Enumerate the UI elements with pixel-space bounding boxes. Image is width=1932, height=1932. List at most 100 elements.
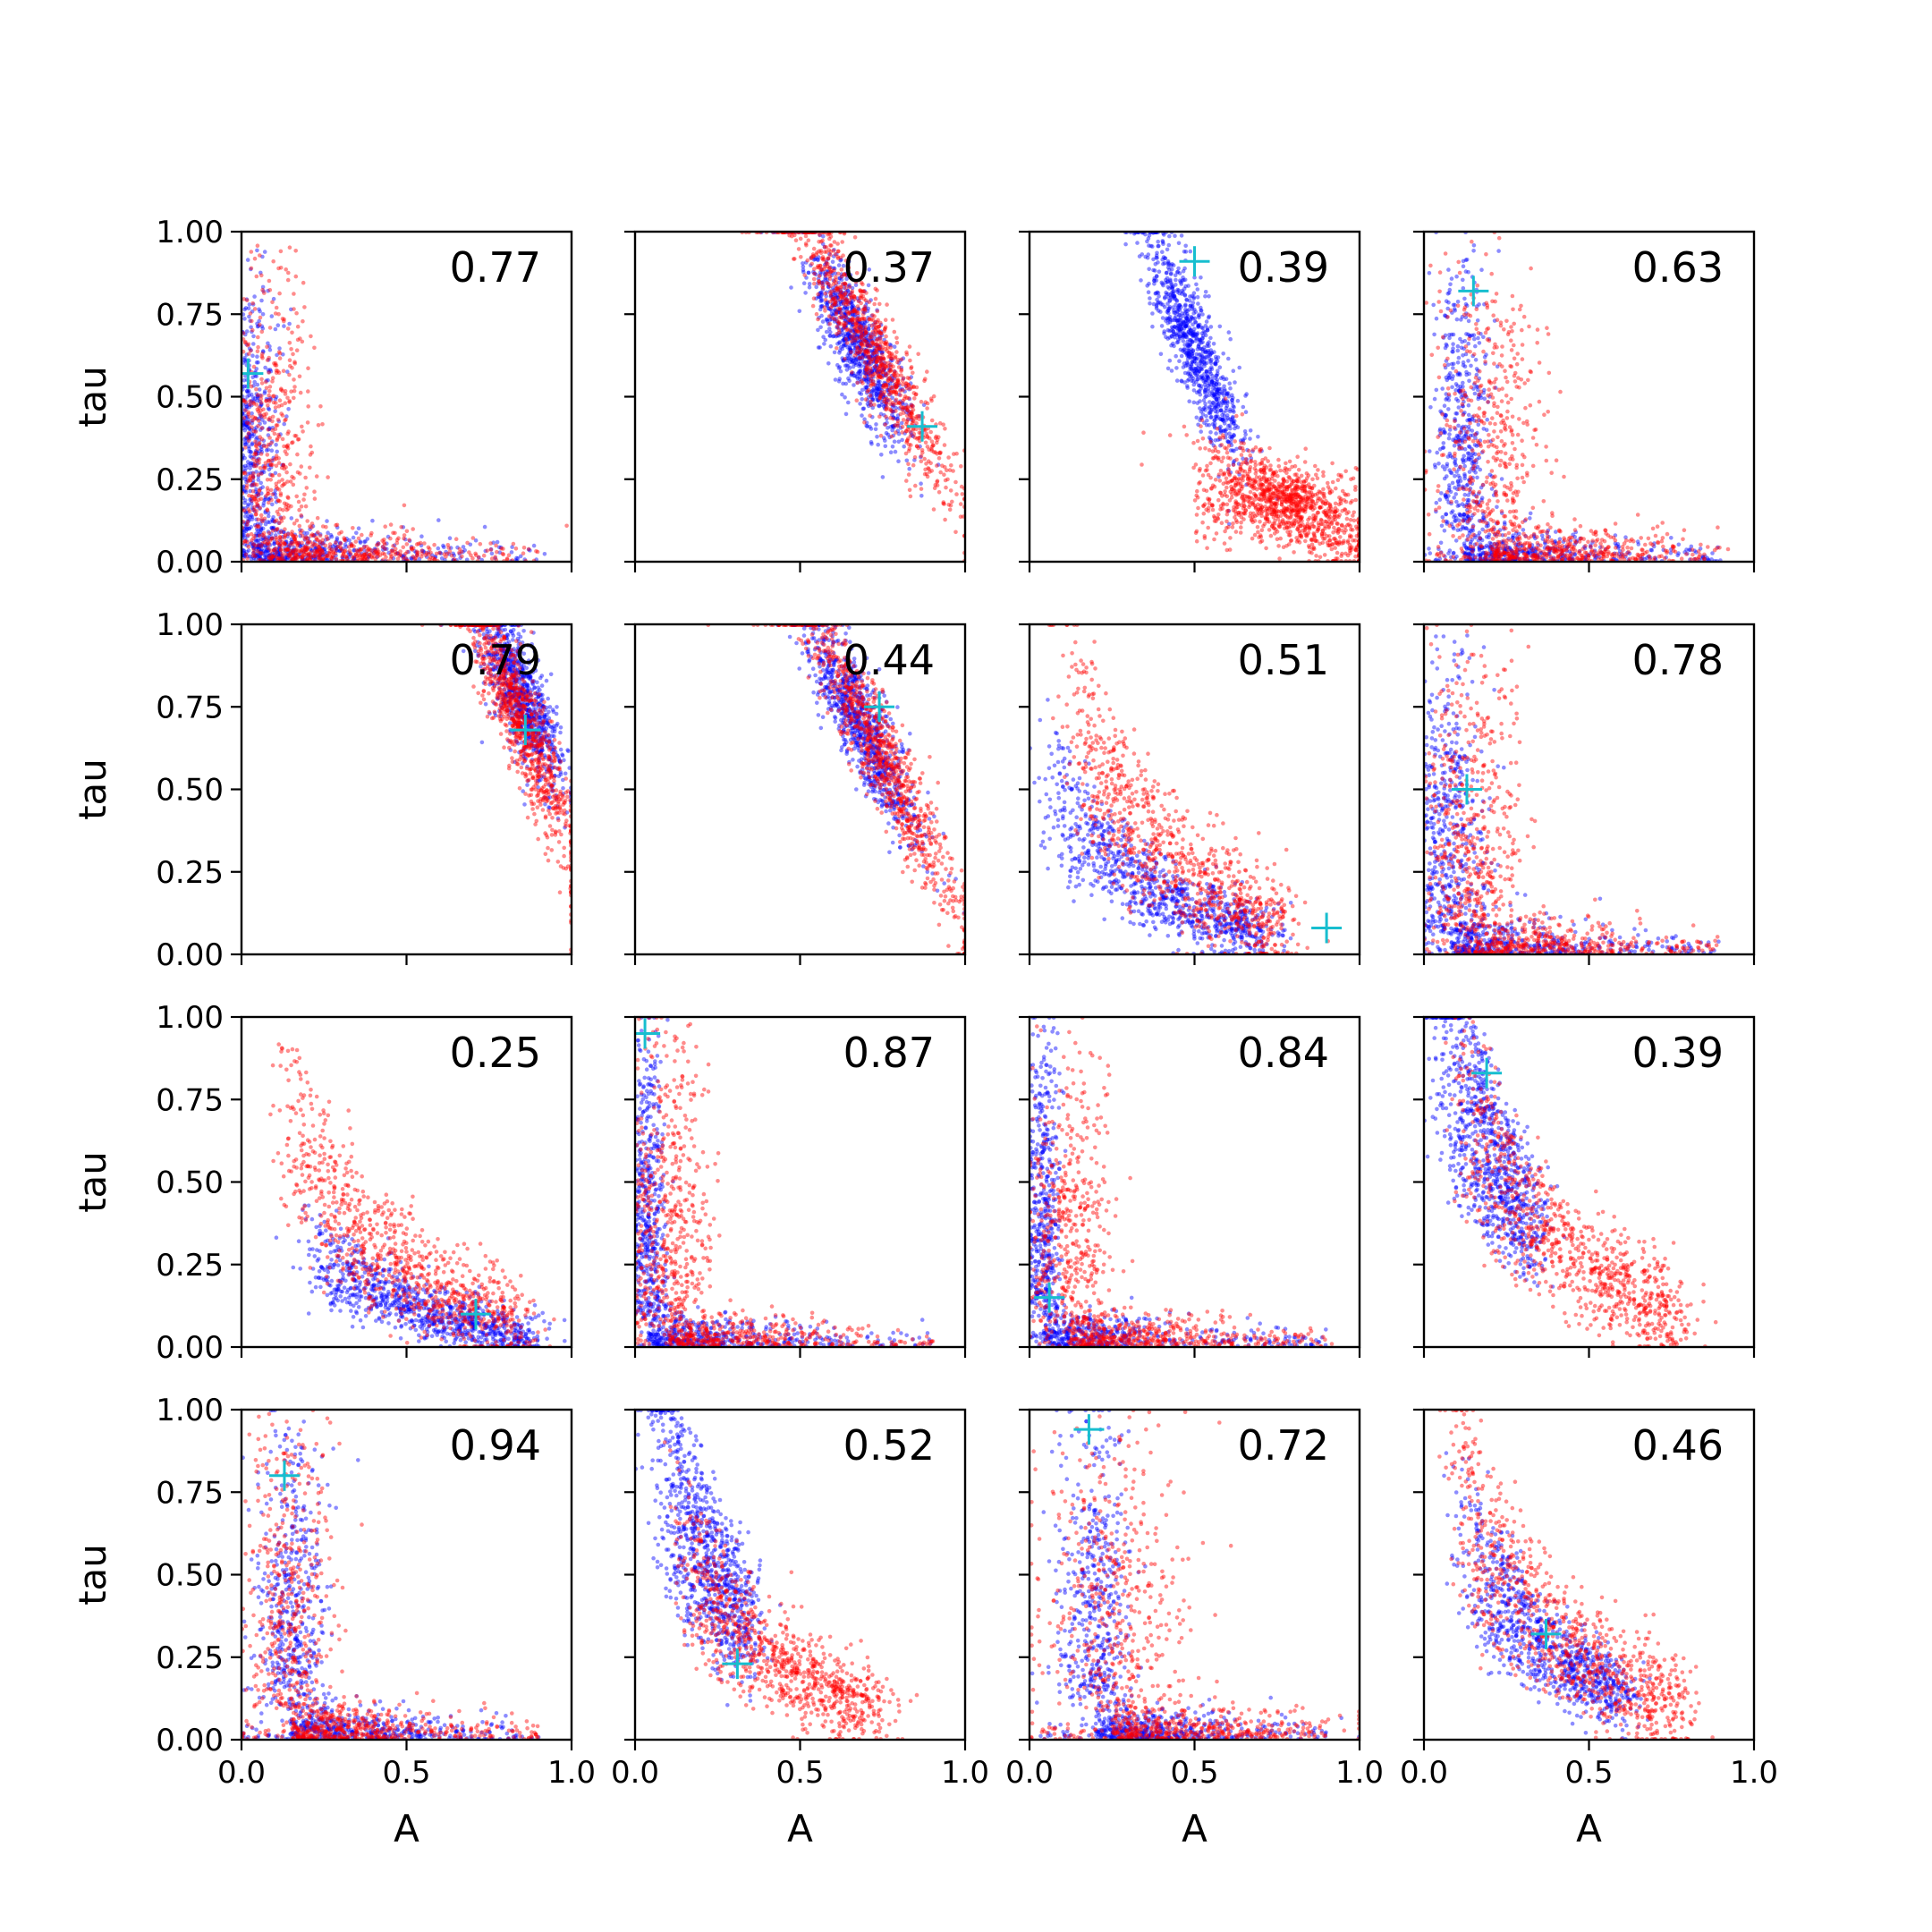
series-1-point xyxy=(292,532,298,538)
series-2-point xyxy=(249,384,254,389)
series-1-point xyxy=(252,399,257,403)
series-1-point xyxy=(266,510,271,515)
series-1-point xyxy=(1165,366,1171,371)
series-2-point xyxy=(259,426,265,430)
series-1-point xyxy=(277,544,283,548)
series-2-point xyxy=(870,313,875,318)
series-1-point xyxy=(328,545,333,549)
series-2-point xyxy=(303,550,309,555)
series-1-point xyxy=(243,529,249,534)
series-2-point xyxy=(274,528,279,532)
series-2-point xyxy=(276,555,282,560)
series-1-point xyxy=(352,548,356,553)
series-2-point xyxy=(901,376,906,380)
series-1-point xyxy=(285,555,291,560)
series-1-point xyxy=(877,348,882,352)
series-2-point xyxy=(316,423,321,428)
series-1-point xyxy=(269,448,275,453)
series-1-point xyxy=(865,349,869,354)
series-1-point xyxy=(1181,339,1186,343)
series-1-point xyxy=(242,409,247,414)
series-1-point xyxy=(843,290,849,294)
series-2-point xyxy=(250,414,256,419)
series-1-point xyxy=(259,491,264,496)
series-1-point xyxy=(284,414,289,419)
series-1-point xyxy=(1218,408,1224,413)
series-1-point xyxy=(329,547,335,552)
series-1-point xyxy=(243,521,248,527)
series-1-point xyxy=(817,316,821,320)
series-2-point xyxy=(380,545,386,549)
series-2-point xyxy=(242,470,247,475)
series-1-point xyxy=(386,534,391,539)
series-2-point xyxy=(287,554,292,559)
series-2-point xyxy=(253,512,258,517)
series-1-point xyxy=(836,379,842,384)
series-1-point xyxy=(282,324,286,328)
series-1-point xyxy=(1148,296,1152,301)
series-1-point xyxy=(286,545,292,549)
series-2-point xyxy=(259,414,264,419)
series-1-point xyxy=(360,551,364,556)
series-1-point xyxy=(858,330,863,335)
series-1-point xyxy=(267,547,271,553)
series-2-point xyxy=(796,247,801,251)
series-1-point xyxy=(834,308,838,313)
series-2-point xyxy=(283,534,288,538)
series-2-point xyxy=(299,513,304,518)
series-1-point xyxy=(1248,436,1252,441)
series-1-point xyxy=(857,299,861,303)
series-1-point xyxy=(259,402,264,407)
series-1-point xyxy=(1181,314,1185,318)
series-1-point xyxy=(1208,325,1214,329)
series-2-point xyxy=(416,541,421,547)
series-1-point xyxy=(864,361,869,366)
series-1-point xyxy=(250,442,255,447)
series-1-point xyxy=(247,427,252,432)
series-1-point xyxy=(266,433,271,437)
series-1-point xyxy=(244,404,250,409)
series-2-point xyxy=(292,307,296,311)
series-2-point xyxy=(249,266,254,271)
series-2-point xyxy=(513,547,519,551)
series-2-point xyxy=(1213,478,1218,482)
series-1-point xyxy=(402,553,407,558)
series-1-point xyxy=(266,538,271,543)
series-1-point xyxy=(339,548,343,553)
series-2-point xyxy=(926,459,931,463)
series-2-point xyxy=(318,539,323,544)
series-2-point xyxy=(850,370,854,375)
series-2-point xyxy=(402,533,407,538)
series-2-point xyxy=(275,540,280,545)
series-1-point xyxy=(291,548,295,554)
series-1-point xyxy=(1160,250,1165,255)
series-1-point xyxy=(256,544,261,548)
series-2-point xyxy=(306,540,310,546)
series-2-point xyxy=(274,453,279,458)
series-1-point xyxy=(846,376,851,381)
series-2-point xyxy=(267,530,272,536)
series-1-point xyxy=(1208,348,1214,352)
series-2-point xyxy=(372,548,377,553)
series-2-point xyxy=(306,366,310,371)
series-1-point xyxy=(268,472,273,477)
series-1-point xyxy=(247,435,252,439)
series-1-point xyxy=(254,494,259,499)
series-1-point xyxy=(853,357,858,361)
series-2-point xyxy=(936,456,942,461)
series-2-point xyxy=(297,548,301,553)
series-2-point xyxy=(251,402,257,406)
series-1-point xyxy=(262,548,267,554)
series-2-point xyxy=(292,555,297,561)
series-1-point xyxy=(365,537,370,541)
series-2-point xyxy=(288,479,293,484)
series-2-point xyxy=(403,555,408,561)
series-1-point xyxy=(281,462,285,468)
series-2-point xyxy=(339,547,343,551)
series-2-point xyxy=(270,462,275,467)
series-2-point xyxy=(320,549,325,555)
series-1-point xyxy=(1185,386,1190,390)
series-2-point xyxy=(294,552,299,556)
series-1-point xyxy=(305,556,309,562)
series-1-point xyxy=(261,438,267,444)
